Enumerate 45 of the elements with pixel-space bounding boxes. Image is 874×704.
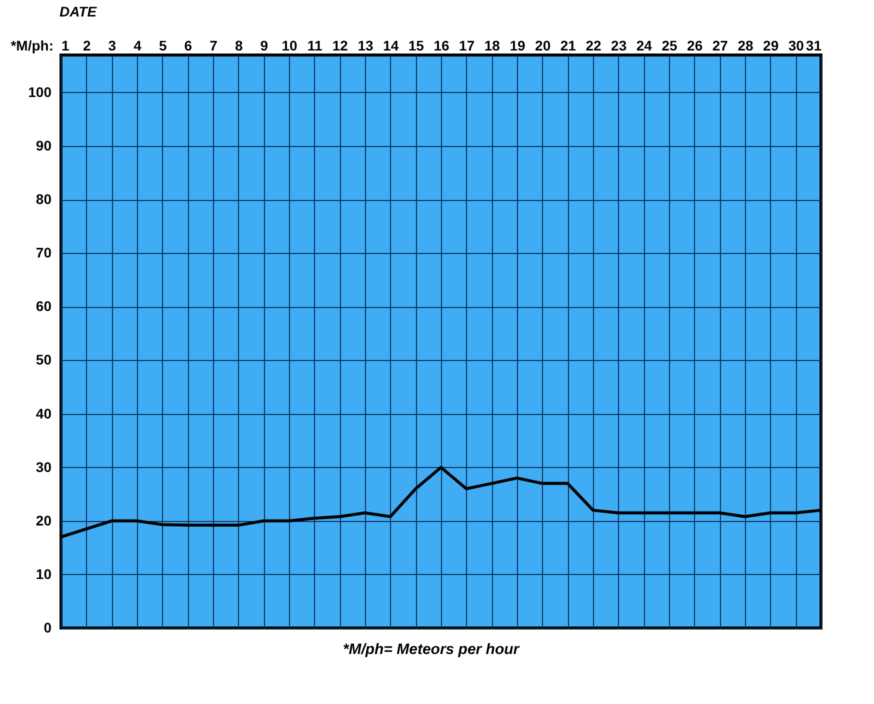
- text: *M/ph= Meteors per hour: [342, 641, 520, 658]
- x-tick-label: 30: [788, 38, 804, 54]
- y-tick-label: 40: [36, 405, 52, 422]
- y-tick-label: 70: [36, 244, 52, 261]
- x-tick-label: 15: [408, 38, 424, 54]
- y-tick-label: 30: [36, 458, 52, 475]
- x-tick-label: 7: [210, 38, 218, 54]
- x-tick-label: 25: [662, 38, 678, 54]
- x-tick-label: 22: [586, 38, 602, 54]
- x-tick-label: 27: [712, 38, 728, 54]
- y-tick-label: 50: [36, 352, 52, 368]
- x-tick-label: 31: [806, 38, 822, 54]
- y-tick-label: 0: [44, 620, 52, 636]
- x-tick-label: 12: [332, 38, 348, 54]
- y-tick-label: 100: [28, 84, 52, 100]
- x-tick-label: 23: [611, 38, 627, 54]
- x-tick-label: 24: [636, 38, 652, 54]
- y-tick-label: 20: [36, 512, 52, 528]
- y-tick-label: 10: [36, 566, 52, 582]
- x-tick-label: 11: [307, 38, 322, 54]
- y-tick-label: 80: [36, 191, 52, 208]
- x-tick-label: 5: [158, 38, 167, 54]
- y-tick-label: 90: [36, 138, 52, 154]
- x-tick-label: 20: [535, 38, 551, 54]
- x-tick-label: 21: [560, 38, 576, 54]
- x-tick-label: 3: [108, 38, 116, 54]
- x-tick-label: 10: [282, 38, 298, 54]
- x-axis-title: DATE: [60, 4, 98, 20]
- x-tick-label: 14: [383, 38, 399, 54]
- x-tick-label: 13: [358, 38, 374, 54]
- x-tick-label: 29: [763, 38, 779, 54]
- y-axis-title: *M/ph:: [10, 38, 54, 54]
- x-tick-label: 19: [510, 38, 526, 54]
- x-tick-label: 1: [62, 38, 70, 54]
- x-tick-label: 4: [134, 38, 142, 54]
- x-tick-label: 6: [184, 38, 192, 54]
- x-tick-label: 2: [82, 38, 91, 54]
- x-tick-label: 9: [260, 38, 268, 54]
- x-tick-label: 8: [234, 38, 243, 54]
- y-tick-label: 60: [36, 298, 52, 314]
- x-tick-label: 16: [434, 38, 450, 54]
- x-tick-label: 26: [687, 38, 703, 54]
- x-tick-label: 28: [738, 38, 754, 54]
- x-tick-label: 17: [459, 38, 475, 54]
- x-tick-label: 18: [484, 38, 500, 54]
